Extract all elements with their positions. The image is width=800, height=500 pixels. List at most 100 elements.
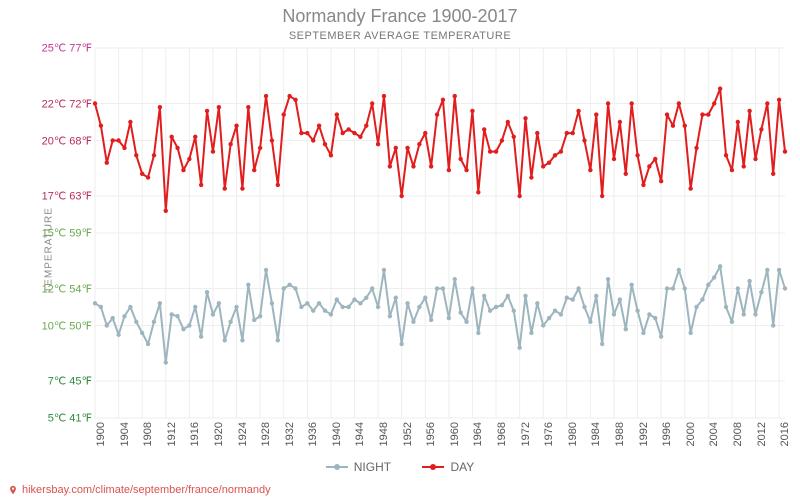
series-dot-day [158,105,162,109]
series-dot-day [700,112,704,116]
series-dot-night [394,296,398,300]
y-tick-label: 10℃ 50℉ [12,319,92,332]
series-dot-night [399,342,403,346]
x-tick-label: 1964 [472,422,484,446]
series-dot-night [405,301,409,305]
series-dot-day [488,149,492,153]
series-dot-night [116,333,120,337]
series-dot-day [665,112,669,116]
series-dot-night [683,286,687,290]
series-dot-night [252,318,256,322]
series-dot-night [641,331,645,335]
series-dot-day [246,105,250,109]
series-dot-night [346,305,350,309]
series-dot-day [523,116,527,120]
series-dot-day [252,168,256,172]
series-dot-night [535,301,539,305]
series-dot-day [258,146,262,150]
x-tick-label: 1992 [638,422,650,446]
series-dot-night [783,286,787,290]
series-dot-night [276,338,280,342]
series-dot-night [624,327,628,331]
series-dot-day [364,124,368,128]
chart-subtitle: SEPTEMBER AVERAGE TEMPERATURE [0,30,800,42]
series-dot-day [199,183,203,187]
series-dot-day [128,120,132,124]
x-tick-label: 2012 [756,422,768,446]
series-dot-night [506,294,510,298]
series-dot-night [134,320,138,324]
series-dot-day [146,175,150,179]
series-dot-day [529,175,533,179]
map-pin-icon [8,485,18,495]
series-dot-night [517,346,521,350]
y-tick-label: 25℃ 77℉ [12,42,92,55]
series-dot-night [647,312,651,316]
series-dot-night [547,316,551,320]
series-dot-night [175,314,179,318]
series-dot-night [187,323,191,327]
series-dot-night [447,316,451,320]
series-dot-day [99,124,103,128]
series-dot-night [358,301,362,305]
series-dot-day [240,186,244,190]
series-dot-night [164,360,168,364]
series-dot-day [169,135,173,139]
series-dot-night [629,283,633,287]
legend-swatch-day [422,466,444,468]
x-tick-label: 2008 [732,422,744,446]
series-dot-day [228,142,232,146]
series-dot-day [323,142,327,146]
series-dot-night [529,331,533,335]
series-dot-night [635,309,639,313]
x-tick-label: 1968 [496,422,508,446]
series-dot-day [305,131,309,135]
x-tick-label: 1900 [95,422,107,446]
series-dot-night [335,297,339,301]
y-tick-label: 22℃ 72℉ [12,97,92,110]
series-dot-night [576,286,580,290]
series-dot-night [677,268,681,272]
series-dot-night [453,277,457,281]
series-dot-night [618,297,622,301]
series-dot-night [299,305,303,309]
chart-container: Normandy France 1900-2017 SEPTEMBER AVER… [0,0,800,500]
series-dot-night [688,331,692,335]
series-dot-night [340,305,344,309]
series-dot-day [753,157,757,161]
series-dot-day [411,164,415,168]
series-dot-night [470,286,474,290]
series-dot-day [134,153,138,157]
series-dot-day [152,153,156,157]
series-dot-day [535,131,539,135]
series-dot-night [600,342,604,346]
series-dot-night [93,301,97,305]
series-dot-day [706,112,710,116]
series-dot-night [488,309,492,313]
series-dot-day [164,209,168,213]
x-tick-label: 1940 [331,422,343,446]
x-tick-label: 1956 [425,422,437,446]
series-dot-night [146,342,150,346]
series-dot-day [688,186,692,190]
series-dot-night [270,301,274,305]
series-dot-night [99,305,103,309]
series-dot-night [234,305,238,309]
series-dot-night [500,303,504,307]
series-dot-day [399,194,403,198]
series-dot-night [388,314,392,318]
series-dot-night [494,305,498,309]
series-dot-night [370,286,374,290]
series-dot-night [152,320,156,324]
series-dot-night [700,297,704,301]
series-dot-day [441,98,445,102]
x-tick-label: 1944 [354,422,366,446]
series-dot-day [394,146,398,150]
series-dot-day [417,142,421,146]
series-dot-day [270,138,274,142]
series-dot-day [217,105,221,109]
series-dot-night [158,301,162,305]
x-tick-label: 1928 [260,422,272,446]
x-tick-label: 1904 [119,422,131,446]
series-dot-day [765,101,769,105]
